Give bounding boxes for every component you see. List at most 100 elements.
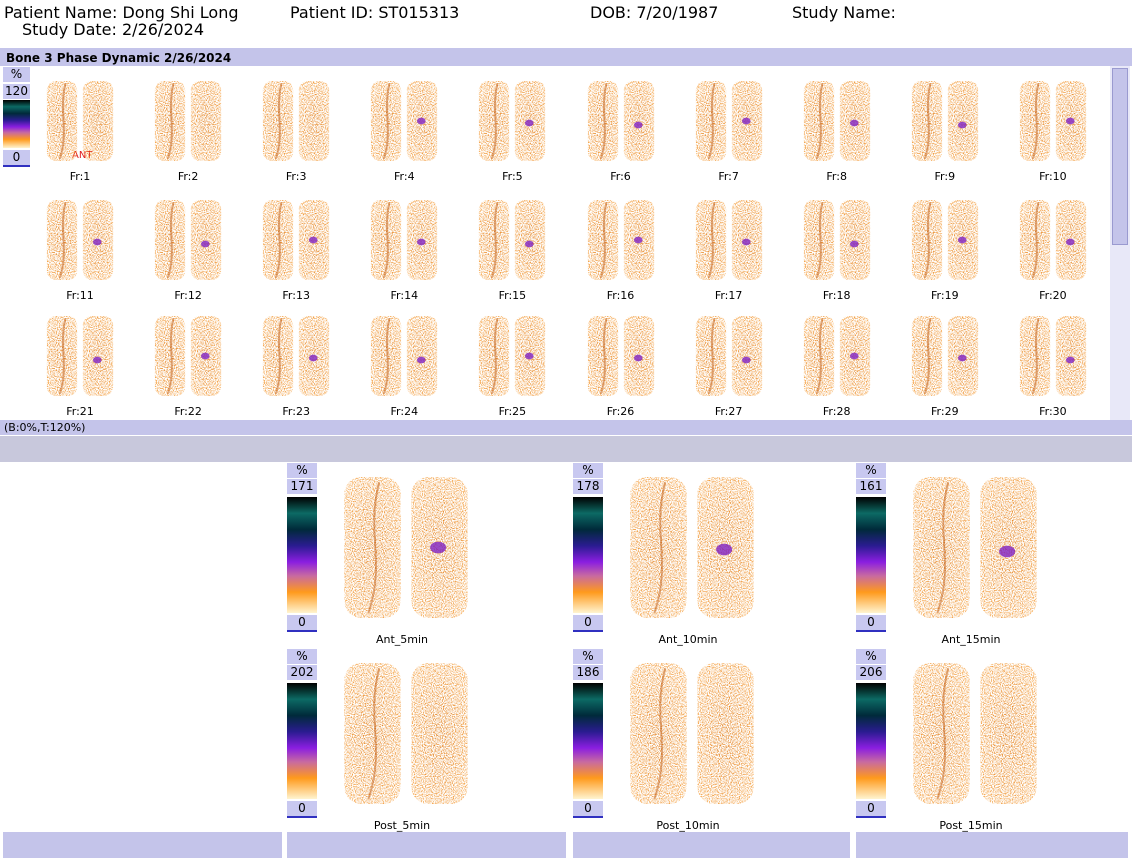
scan-image bbox=[154, 81, 222, 161]
leg-right bbox=[803, 200, 834, 280]
hot-spot bbox=[633, 121, 643, 129]
legs bbox=[1019, 200, 1087, 280]
vessel bbox=[923, 82, 932, 160]
legs bbox=[913, 477, 1037, 618]
scale-min: 0 bbox=[3, 150, 30, 167]
image-label: Post_5min bbox=[373, 819, 431, 832]
frame-label: Fr:14 bbox=[390, 289, 419, 302]
scan-image bbox=[263, 200, 330, 280]
leg-right bbox=[913, 477, 970, 618]
scale-min: 0 bbox=[287, 801, 317, 818]
frame-label: Fr:27 bbox=[714, 405, 743, 418]
vessel bbox=[166, 201, 175, 279]
scrollbar[interactable] bbox=[1110, 66, 1130, 420]
scan-image bbox=[263, 316, 330, 396]
hot-spot bbox=[957, 121, 967, 129]
vessel bbox=[815, 201, 824, 279]
leg-right bbox=[630, 477, 687, 618]
scale-min: 0 bbox=[573, 801, 603, 818]
scan-image bbox=[587, 316, 654, 396]
hot-spot bbox=[999, 545, 1016, 558]
legs bbox=[46, 200, 114, 280]
frame-label: Fr:28 bbox=[822, 405, 851, 418]
leg-right bbox=[344, 477, 401, 618]
scan-image bbox=[911, 81, 978, 161]
vessel bbox=[383, 201, 391, 279]
leg-left bbox=[623, 81, 654, 161]
leg-right bbox=[1019, 81, 1051, 161]
scan-image bbox=[587, 200, 654, 280]
scan-image bbox=[154, 200, 222, 280]
scale-min: 0 bbox=[287, 615, 317, 632]
scale-max: 161 bbox=[856, 479, 886, 494]
legs bbox=[1019, 81, 1087, 161]
legs bbox=[479, 316, 546, 396]
frame-label: Fr:7 bbox=[718, 170, 739, 183]
legs bbox=[695, 200, 762, 280]
scan-image bbox=[695, 81, 762, 161]
legs bbox=[263, 81, 330, 161]
leg-right bbox=[695, 200, 726, 280]
scan-image bbox=[913, 663, 1037, 804]
leg-left bbox=[947, 81, 978, 161]
vessel bbox=[58, 201, 67, 279]
scan-image bbox=[479, 200, 546, 280]
hot-spot bbox=[525, 119, 534, 127]
legs bbox=[479, 200, 546, 280]
hot-spot bbox=[417, 117, 426, 125]
leg-right bbox=[46, 200, 78, 280]
leg-right bbox=[587, 81, 618, 161]
scroll-thumb[interactable] bbox=[1112, 68, 1128, 245]
leg-right bbox=[911, 316, 942, 396]
vessel bbox=[707, 317, 716, 395]
scan-image bbox=[479, 316, 546, 396]
frame-label: Fr:8 bbox=[826, 170, 847, 183]
scan-image bbox=[479, 81, 546, 161]
leg-right bbox=[803, 316, 834, 396]
leg-right bbox=[695, 81, 726, 161]
color-scale bbox=[856, 683, 886, 799]
frame-label: Fr:23 bbox=[282, 405, 310, 418]
hot-spot bbox=[633, 354, 643, 362]
leg-right bbox=[263, 316, 294, 396]
scan-image bbox=[154, 316, 222, 396]
legs bbox=[911, 316, 978, 396]
vessel bbox=[936, 481, 950, 614]
view-label: ANT bbox=[72, 150, 93, 161]
scan-image bbox=[803, 200, 870, 280]
vessel bbox=[491, 82, 499, 160]
legs bbox=[695, 81, 762, 161]
frame-label: Fr:30 bbox=[1039, 405, 1067, 418]
frame-label: Fr:18 bbox=[822, 289, 851, 302]
image-label: Ant_10min bbox=[658, 633, 718, 646]
bottom-bar bbox=[287, 832, 566, 858]
frame-label: Fr:12 bbox=[174, 289, 202, 302]
vessel bbox=[275, 317, 283, 395]
frame-label: Fr:22 bbox=[174, 405, 202, 418]
scan-image bbox=[371, 200, 438, 280]
scale-info: (B:0%,T:120%) bbox=[4, 421, 86, 434]
scan-image bbox=[1019, 200, 1087, 280]
hot-spot bbox=[92, 356, 102, 364]
scale-max: 171 bbox=[287, 479, 317, 494]
scale-min: 0 bbox=[573, 615, 603, 632]
scale-max: 202 bbox=[287, 665, 317, 680]
legs bbox=[154, 316, 222, 396]
hot-spot bbox=[741, 356, 751, 364]
scale-unit: % bbox=[287, 649, 317, 664]
frame-label: Fr:25 bbox=[498, 405, 527, 418]
leg-left bbox=[697, 663, 754, 804]
scan-image bbox=[263, 81, 330, 161]
scan-image bbox=[911, 316, 978, 396]
leg-left bbox=[190, 81, 222, 161]
leg-left bbox=[82, 81, 114, 161]
leg-right bbox=[154, 316, 186, 396]
panel-title-bar: Bone 3 Phase Dynamic 2/26/2024 bbox=[0, 48, 1132, 66]
legs bbox=[630, 477, 754, 618]
leg-right bbox=[911, 200, 942, 280]
frame-label: Fr:19 bbox=[931, 289, 959, 302]
image-label: Post_15min bbox=[939, 819, 1003, 832]
legs bbox=[803, 81, 870, 161]
scan-image bbox=[803, 316, 870, 396]
